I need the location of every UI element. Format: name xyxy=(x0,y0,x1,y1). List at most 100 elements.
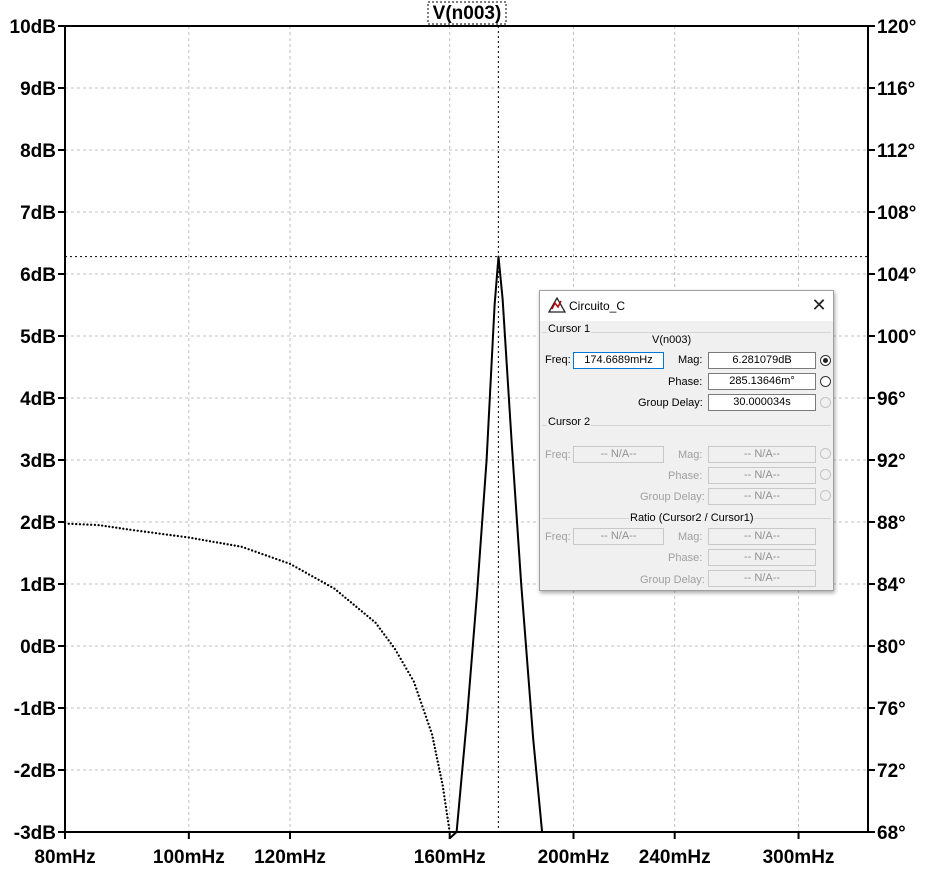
phase-trace-dot xyxy=(446,820,450,823)
y-left-tick-label: 8dB xyxy=(20,141,56,162)
phase-trace-dot xyxy=(108,525,111,528)
ratio-mag-field[interactable]: -- N/A-- xyxy=(708,528,816,545)
ratio-phase-label: Phase: xyxy=(668,552,703,564)
cursor2-phase-label: Phase: xyxy=(668,470,703,482)
phase-trace-dot xyxy=(301,569,304,573)
phase-trace-dot xyxy=(440,777,443,780)
phase-trace-dot xyxy=(233,544,236,547)
x-tick-label: 100mHz xyxy=(153,847,225,868)
phase-trace-dot xyxy=(320,580,323,583)
cursor2-freq-field[interactable]: -- N/A-- xyxy=(573,446,664,463)
phase-trace-dot xyxy=(295,566,298,569)
cursor1-mag-radio[interactable] xyxy=(820,355,831,366)
phase-trace-dot xyxy=(208,540,212,543)
phase-trace-dot xyxy=(140,530,143,533)
phase-trace-dot xyxy=(292,564,295,567)
phase-trace-dot xyxy=(357,607,361,611)
phase-trace-dot xyxy=(416,691,419,694)
phase-trace-dot xyxy=(257,551,261,555)
phase-trace-dot xyxy=(285,561,288,564)
cursor-dialog[interactable]: Circuito_C ✕ Cursor 1 V(n003) Freq: 174.… xyxy=(539,290,834,591)
phase-trace-dot xyxy=(338,592,342,595)
cursor1-phase-field[interactable]: 285.13646m° xyxy=(708,373,816,390)
cursor2-phase-field[interactable]: -- N/A-- xyxy=(708,467,816,484)
close-icon[interactable]: ✕ xyxy=(811,295,827,315)
phase-trace-dot xyxy=(333,587,336,590)
phase-trace-dot xyxy=(344,596,347,599)
trace-title[interactable]: V(n003) xyxy=(433,3,502,24)
phase-trace-dot xyxy=(421,705,424,708)
y-left-tick-label: 0dB xyxy=(20,637,56,658)
phase-trace-dot xyxy=(442,787,445,791)
phase-trace-dot xyxy=(63,522,67,525)
phase-trace-dot xyxy=(433,743,436,746)
phase-trace-dot xyxy=(212,540,215,543)
y-right-tick-label: 68° xyxy=(877,823,906,844)
ratio-phase-field[interactable]: -- N/A-- xyxy=(708,549,816,566)
phase-trace-dot xyxy=(230,543,233,547)
phase-trace-dot xyxy=(349,601,353,604)
y-right-tick-label: 100° xyxy=(877,327,916,348)
phase-trace-dot xyxy=(418,698,422,701)
phase-trace-dot xyxy=(395,651,399,654)
phase-trace-dot xyxy=(371,619,374,622)
cursor1-trace-name: V(n003) xyxy=(652,334,692,346)
phase-trace-dot xyxy=(389,642,392,645)
cursor2-group-delay-field[interactable]: -- N/A-- xyxy=(708,488,816,505)
phase-trace-dot xyxy=(423,712,426,715)
cursor2-group-delay-radio[interactable] xyxy=(820,490,831,501)
phase-trace-dot xyxy=(240,545,243,548)
phase-trace-dot xyxy=(352,603,355,606)
phase-trace-dot xyxy=(408,673,412,677)
phase-trace-dot xyxy=(132,529,136,532)
phase-trace-dot xyxy=(366,614,369,618)
phase-trace-dot xyxy=(75,522,78,526)
phase-trace-dot xyxy=(219,541,222,545)
phase-trace-dot xyxy=(215,541,219,544)
y-left-tick-label: 7dB xyxy=(20,203,56,224)
phase-trace-dot xyxy=(201,538,205,542)
phase-trace-dot xyxy=(448,830,451,834)
trace-title-box[interactable]: V(n003) xyxy=(427,1,507,25)
phase-trace-dot xyxy=(129,528,132,531)
y-right-tick-label: 116° xyxy=(877,79,915,100)
cursor1-freq-field[interactable]: 174.6689mHz xyxy=(573,352,664,369)
cursor2-phase-radio[interactable] xyxy=(820,469,831,480)
phase-trace-dot xyxy=(412,680,416,683)
phase-trace-dot xyxy=(347,598,350,602)
phase-trace-dot xyxy=(169,533,172,537)
phase-trace-dot xyxy=(222,542,226,545)
phase-trace-dot xyxy=(383,633,386,636)
phase-trace-dot xyxy=(378,627,382,630)
phase-trace-dot xyxy=(422,708,425,711)
trace-title-frame xyxy=(427,1,507,25)
cursor1-group-delay-radio[interactable] xyxy=(820,397,831,408)
phase-trace-dot xyxy=(433,746,437,750)
y-left-tick-label: 5dB xyxy=(20,327,56,348)
axis-ticks: 10dB 120° 9dB 116° 8dB 112° 7dB 108° 6dB 104° 5dB 1… xyxy=(10,17,917,868)
phase-trace-dot xyxy=(97,523,100,527)
phase-trace-dot xyxy=(93,523,97,527)
phase-trace-dot xyxy=(438,770,442,774)
cursor1-phase-radio[interactable] xyxy=(820,376,831,387)
cursor2-mag-field[interactable]: -- N/A-- xyxy=(708,446,816,463)
phase-trace-dot xyxy=(271,556,274,559)
phase-trace-dot xyxy=(445,812,449,816)
cursor1-group-delay-field[interactable]: 30.000034s xyxy=(708,394,816,411)
ratio-group-delay-field[interactable]: -- N/A-- xyxy=(708,570,816,587)
ratio-freq-field[interactable]: -- N/A-- xyxy=(573,528,664,545)
phase-trace-dot xyxy=(226,543,229,546)
phase-trace-dot xyxy=(403,664,406,667)
phase-trace-dot xyxy=(368,617,372,620)
phase-trace-dot xyxy=(261,552,264,556)
phase-trace-dot xyxy=(426,719,429,722)
dialog-titlebar[interactable]: Circuito_C ✕ xyxy=(540,291,833,321)
phase-trace-dot xyxy=(391,645,395,648)
y-right-tick-label: 108° xyxy=(877,203,916,224)
plot-frame xyxy=(64,25,869,833)
phase-trace-dot xyxy=(397,654,400,657)
cursor-crosshair[interactable] xyxy=(65,26,868,832)
cursor1-mag-field[interactable]: 6.281079dB xyxy=(708,352,816,369)
cursor2-mag-radio[interactable] xyxy=(820,448,831,459)
